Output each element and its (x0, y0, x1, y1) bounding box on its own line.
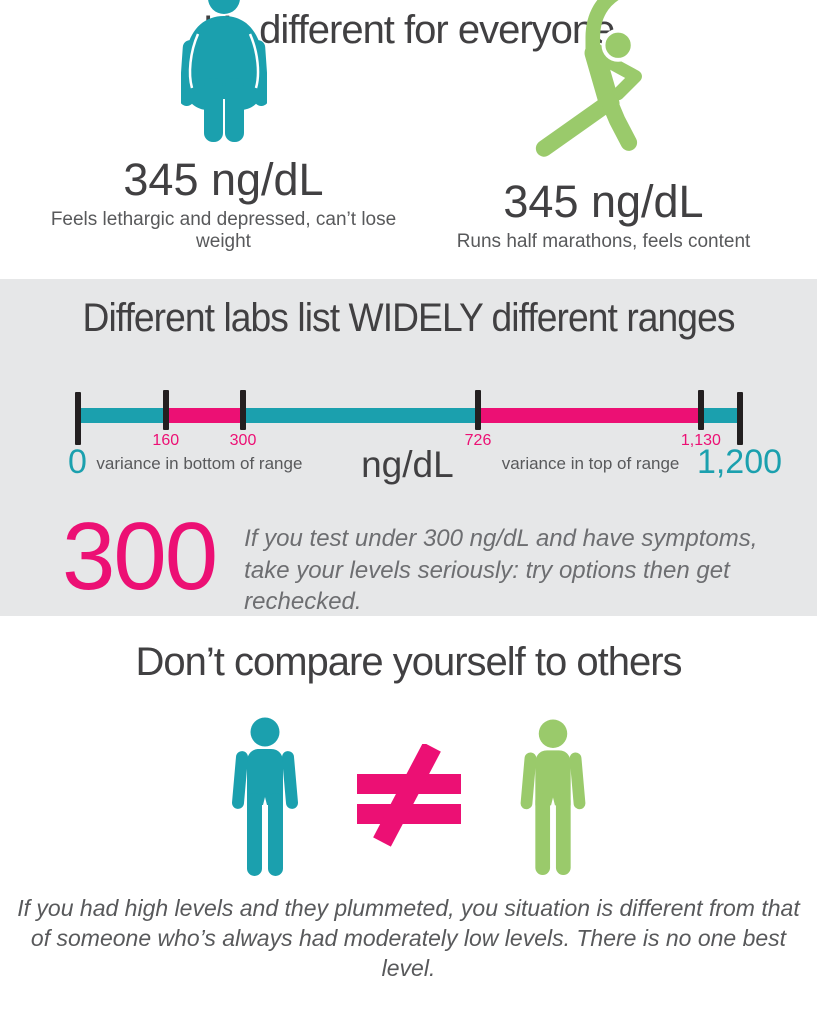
range-track (77, 390, 740, 505)
axis-annotation: variance in top of range (501, 454, 680, 473)
axis-annotation: variance in bottom of range (96, 454, 303, 473)
range-segment (700, 408, 740, 423)
tick-mark (475, 390, 481, 430)
tick-label: 726 (464, 432, 492, 449)
threshold-callout: 300 If you test under 300 ng/dL and have… (0, 503, 817, 618)
tick-label: 1,200 (696, 443, 783, 481)
left-level-value: 345 ng/dL (123, 153, 324, 205)
section-different-for-everyone: It’s different for everyone 345 ng/dL Fe… (0, 0, 817, 253)
standing-person-green-icon (520, 718, 585, 875)
range-segment (77, 408, 166, 423)
tick-mark (736, 392, 743, 445)
not-equal-icon (356, 744, 461, 847)
section-lab-ranges: Different labs list WIDELY different ran… (0, 279, 817, 616)
tick-mark (240, 390, 246, 430)
tick-mark (697, 390, 704, 430)
tick-mark (74, 392, 81, 445)
tick-mark (162, 390, 169, 430)
range-segment (165, 408, 243, 423)
axis-unit-label: ng/dL (361, 444, 454, 485)
overweight-person-icon (180, 0, 267, 142)
range-segment (243, 408, 478, 423)
active-person-column: 345 ng/dL Runs half marathons, feels con… (419, 0, 789, 253)
tick-label: 300 (229, 432, 257, 449)
page-title: It’s different for everyone (202, 8, 616, 52)
right-level-value: 345 ng/dL (503, 175, 704, 227)
footer-note: If you had high levels and they plummete… (17, 895, 800, 981)
tick-label: 0 (68, 443, 87, 481)
tick-label: 1,130 (680, 432, 721, 449)
right-level-caption: Runs half marathons, feels content (456, 231, 751, 252)
not-equal-figures-row (0, 712, 817, 882)
tick-label: 160 (152, 432, 180, 449)
left-level-caption: Feels lethargic and depressed, can’t los… (50, 209, 397, 252)
threshold-number: 300 (62, 503, 218, 610)
comparison-figures-row: 345 ng/dL Feels lethargic and depressed,… (0, 0, 817, 253)
stretching-person-icon (535, 0, 642, 157)
ranges-heading: Different labs list WIDELY different ran… (82, 296, 736, 340)
range-chart: 0 160 300 726 1,130 1,200 variance in bottom o… (68, 390, 782, 505)
dont-compare-heading: Don’t compare yourself to others (135, 640, 682, 684)
range-segment (478, 408, 701, 423)
standing-person-teal-icon (231, 717, 298, 876)
section-dont-compare: Don’t compare yourself to others (0, 616, 817, 984)
lethargic-person-column: 345 ng/dL Feels lethargic and depressed,… (29, 0, 419, 253)
threshold-advice-text: If you test under 300 ng/dL and have sym… (244, 525, 758, 616)
